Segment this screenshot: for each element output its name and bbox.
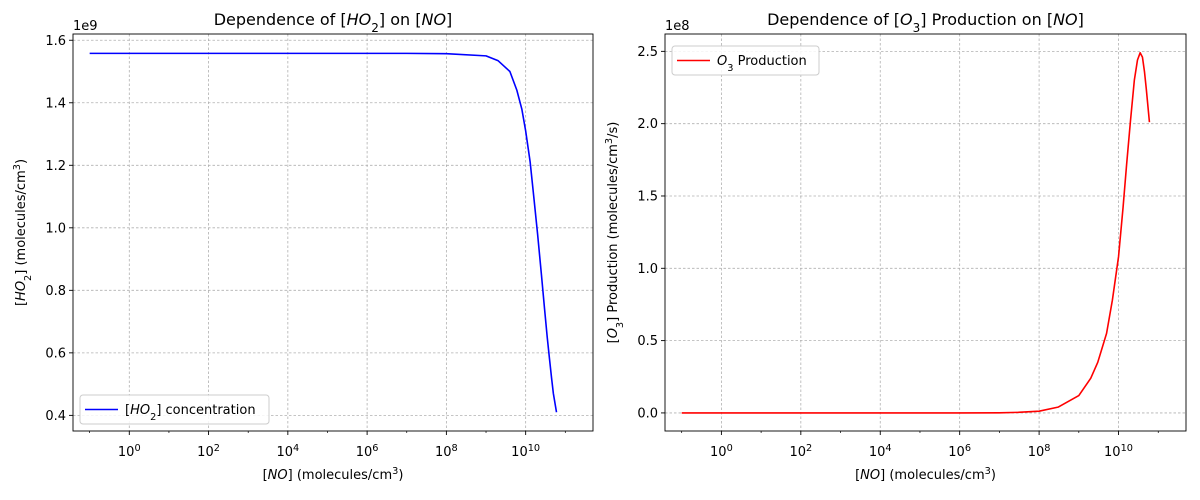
y-tick-label: 1.0: [45, 221, 66, 236]
y-axis-label: [HO2] (molecules/cm3): [12, 159, 34, 306]
panel-ho2: 100 102 104 106 108 1010 0.4 0.6 0.8 1.0 1.2 1.4 1.6…: [12, 10, 594, 483]
y-tick-label: 0.8: [45, 284, 66, 299]
x-tick-label: 100: [118, 443, 141, 461]
plot-frame: [72, 33, 594, 432]
legend-box: [79, 394, 270, 425]
x-tick-label: 1010: [1104, 443, 1133, 461]
chart-title: Dependence of [O3] Production on [NO]: [767, 10, 1084, 35]
x-tick-label: 106: [356, 443, 379, 461]
y-tick-label: 1.0: [637, 262, 658, 277]
y-tick-label: 0.5: [637, 334, 658, 349]
legend-box: [671, 45, 820, 76]
y-tick-label: 0.4: [45, 409, 66, 424]
y-offset-label: 1e8: [665, 19, 690, 34]
grid: [665, 34, 1186, 431]
y-tick-label: 1.5: [637, 189, 658, 204]
x-tick-label: 1010: [511, 443, 540, 461]
y-tick-label: 2.0: [637, 117, 658, 132]
x-tick-label: 104: [276, 443, 299, 461]
x-tick-label: 108: [1028, 443, 1051, 461]
legend-label: [HO2] concentration: [125, 403, 256, 423]
x-tick-label: 104: [869, 443, 892, 461]
y-tick-label: 1.4: [45, 96, 66, 111]
legend-label: O3 Production: [717, 54, 807, 74]
x-axis-label: [NO] (molecules/cm3): [855, 466, 996, 484]
y-tick-label: 1.2: [45, 159, 66, 174]
y-tick-label: 1.6: [45, 34, 66, 49]
x-axis-label: [NO] (molecules/cm3): [263, 466, 404, 484]
plot-frame: [664, 33, 1187, 432]
grid: [73, 34, 593, 431]
series-line: [89, 52, 558, 413]
legend: [HO2] concentration: [79, 394, 270, 425]
y-offset-label: 1e9: [73, 19, 98, 34]
y-tick-label: 0.6: [45, 346, 66, 361]
x-tick-label: 102: [197, 443, 220, 461]
x-tick-label: 108: [435, 443, 458, 461]
x-tick-label: 106: [948, 443, 971, 461]
chart-title: Dependence of [HO2] on [NO]: [214, 10, 453, 35]
legend: O3 Production: [671, 45, 820, 76]
y-tick-label: 2.5: [637, 45, 658, 60]
x-tick-label: 102: [789, 443, 812, 461]
series-line: [681, 51, 1151, 414]
y-tick-label: 0.0: [637, 406, 658, 421]
y-axis-label: [O3] Production (molecules/cm3/s): [604, 122, 626, 344]
panel-o3: 100 102 104 106 108 1010 0.0 0.5 1.0 1.5 2.0 2.5 1e8…: [604, 10, 1187, 483]
x-tick-label: 100: [710, 443, 733, 461]
